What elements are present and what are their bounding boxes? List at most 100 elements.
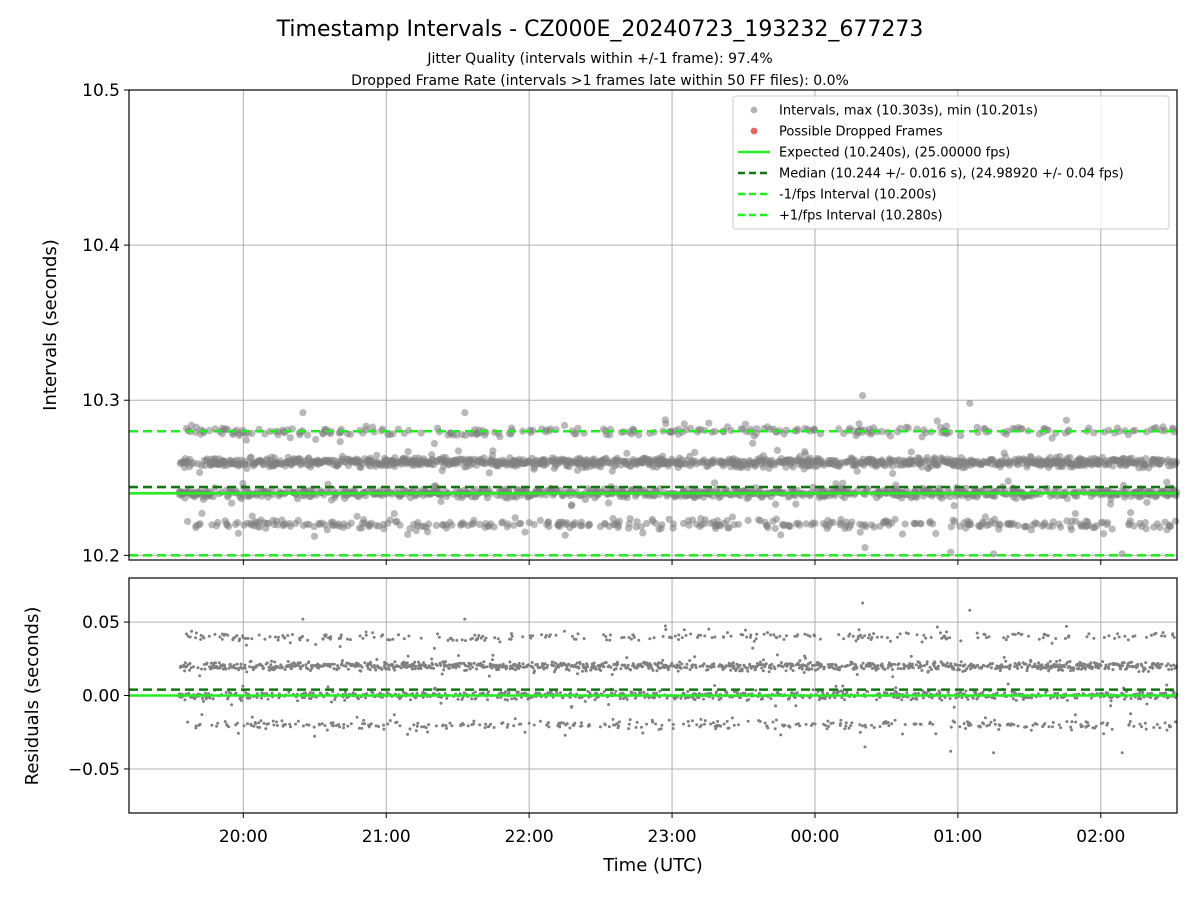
residual-point	[194, 636, 197, 640]
residual-point	[791, 669, 795, 673]
residual-point	[762, 632, 766, 636]
residual-point	[854, 639, 858, 643]
residual-point	[844, 724, 848, 728]
residual-point	[722, 722, 726, 726]
residual-point	[847, 726, 851, 730]
residual-point	[269, 663, 273, 667]
residual-point	[498, 663, 502, 667]
residual-point	[332, 667, 336, 671]
interval-point	[711, 479, 719, 487]
residual-point	[920, 669, 924, 672]
residual-point	[198, 674, 202, 678]
intervals-axes-frame	[128, 89, 1178, 561]
residual-point	[732, 664, 736, 668]
residual-point	[635, 720, 639, 724]
interval-point	[932, 530, 940, 538]
residual-point	[684, 633, 688, 637]
residual-point	[754, 688, 758, 692]
interval-point	[901, 520, 909, 528]
residual-point	[851, 662, 855, 666]
interval-point	[1163, 478, 1171, 486]
residual-point	[712, 662, 716, 666]
residual-point	[333, 698, 337, 701]
residual-point	[445, 696, 449, 700]
residual-point	[360, 726, 364, 730]
interval-point	[578, 521, 586, 530]
residual-point	[413, 660, 417, 664]
residual-point	[581, 669, 584, 673]
residual-point	[699, 723, 703, 727]
interval-point	[772, 500, 780, 508]
intervals-panel: 10.210.310.410.5 Intervals (seconds)	[40, 81, 1181, 566]
residual-point	[737, 723, 740, 727]
residual-point	[531, 666, 535, 670]
residual-point	[371, 631, 375, 635]
residual-point	[604, 635, 608, 638]
residual-point	[952, 705, 956, 709]
residual-point	[1006, 635, 1010, 639]
residual-point	[983, 716, 987, 720]
interval-point	[233, 519, 242, 527]
residual-point	[928, 720, 932, 724]
interval-point	[1004, 477, 1012, 485]
residual-point	[816, 667, 820, 671]
residual-point	[432, 646, 436, 650]
residual-point	[981, 690, 985, 694]
residual-point	[575, 661, 579, 665]
residual-point	[791, 664, 795, 668]
residual-point	[627, 727, 631, 731]
residual-point	[949, 725, 953, 729]
residual-point	[271, 719, 275, 723]
interval-point	[424, 528, 432, 536]
residual-point	[472, 661, 476, 665]
residual-point	[368, 668, 372, 672]
residual-point	[561, 696, 565, 700]
interval-point	[310, 532, 319, 540]
interval-point	[1062, 416, 1070, 424]
residual-point	[273, 635, 277, 639]
residual-point	[929, 636, 933, 639]
residual-point	[980, 666, 984, 670]
interval-point	[811, 519, 819, 528]
residual-point	[486, 698, 489, 702]
interval-point	[829, 518, 837, 527]
residual-point	[270, 691, 274, 695]
residual-point	[906, 632, 910, 636]
interval-point	[1141, 519, 1149, 527]
residual-point	[413, 667, 417, 671]
residual-point	[691, 663, 695, 667]
residual-point	[761, 697, 764, 701]
residual-point	[762, 658, 765, 662]
residual-point	[548, 633, 552, 637]
residual-point	[690, 665, 694, 669]
residual-point	[1044, 666, 1048, 670]
residual-point	[313, 734, 316, 738]
residual-point	[964, 689, 968, 693]
residual-point	[460, 638, 464, 642]
residual-point	[680, 636, 684, 640]
interval-point	[1172, 458, 1180, 466]
residual-point	[770, 662, 774, 666]
residual-point	[254, 722, 258, 726]
residual-point	[569, 691, 572, 695]
residual-point	[1016, 724, 1020, 728]
residual-point	[384, 667, 388, 671]
residual-point	[264, 727, 268, 731]
residual-point	[698, 664, 702, 668]
residual-point	[542, 666, 546, 670]
residual-point	[866, 690, 870, 694]
residual-point	[976, 663, 980, 667]
residual-point	[603, 723, 607, 727]
residual-point	[688, 659, 692, 663]
residual-point	[295, 663, 299, 667]
interval-point	[907, 448, 915, 456]
residual-point	[580, 724, 584, 728]
residual-point	[421, 690, 425, 694]
interval-point	[665, 515, 673, 523]
legend-label: -1/fps Interval (10.200s)	[779, 188, 936, 203]
residual-point	[258, 726, 262, 729]
residual-point	[242, 724, 246, 728]
interval-point	[312, 435, 320, 443]
residual-point	[625, 656, 629, 660]
